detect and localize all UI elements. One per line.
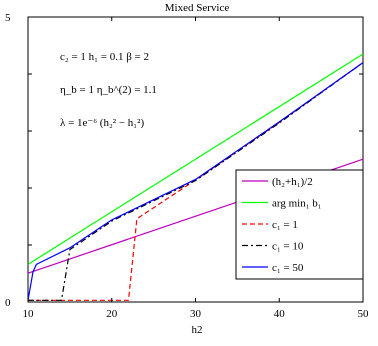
legend-label-0: (h₂+h₁)/2 [272,176,313,188]
x-tick-label-4: 50 [358,308,370,320]
series-line-1 [27,53,364,265]
annotation-layer: c₂ = 1 h₁ = 0.1 β = 2 η_b = 1 η_b^(2) = … [60,51,157,129]
annotation-params-2: η_b = 1 η_b^(2) = 1.1 [60,84,157,96]
y-tick-label-0: 0 [5,297,11,309]
annotation-params-3: λ = 1e⁻⁶ (h₂² − h₁²) [60,117,144,129]
legend: (h₂+h₁)/2 arg min₁ b₁ c₁ = 1 c₁ = 10 c₁ = 50 [235,169,364,280]
x-tick-label-1: 20 [106,308,118,320]
y-tick-label-layer: 05 [5,12,11,309]
legend-label-4: c₁ = 50 [272,262,304,274]
annotation-params-1: c₂ = 1 h₁ = 0.1 β = 2 [60,51,149,63]
x-tick-label-0: 10 [23,308,35,320]
chart-title: Mixed Service [165,2,230,14]
x-axis-label: h2 [192,324,203,336]
legend-label-3: c₁ = 10 [272,241,304,253]
y-tick-label-5: 5 [5,12,11,24]
legend-items: (h₂+h₁)/2 arg min₁ b₁ c₁ = 1 c₁ = 10 c₁ = 50 [242,176,322,274]
series-line-3 [28,62,364,301]
legend-label-2: c₁ = 1 [272,219,298,231]
x-tick-label-layer: 10 20 30 40 50 [23,308,370,320]
x-tick-label-3: 40 [274,308,286,320]
series-line-4 [27,62,364,301]
x-tick-label-2: 30 [190,308,202,320]
legend-box [235,169,364,280]
legend-label-1: arg min₁ b₁ [272,198,322,210]
